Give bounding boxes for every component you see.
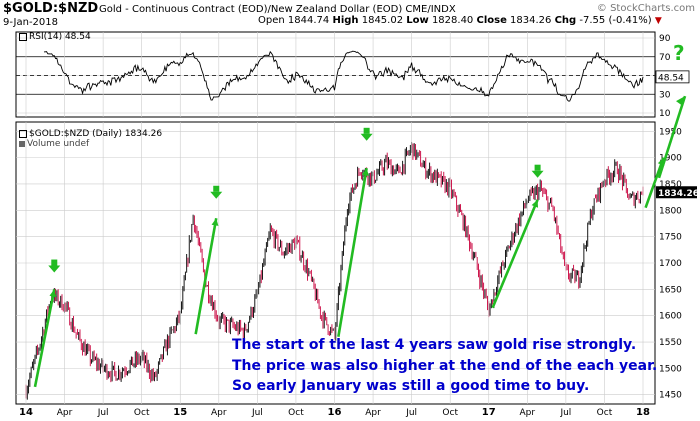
low-value: 1828.40 <box>431 15 474 26</box>
x-tick-label: Oct <box>134 408 150 418</box>
rsi-tick-label: 90 <box>659 34 671 44</box>
chg-value: -7.55 (-0.41%) <box>579 15 652 26</box>
down-marker-icon <box>360 133 373 141</box>
open-label: Open <box>258 15 285 26</box>
price-tick-label: 1600 <box>659 312 682 322</box>
watermark: © StockCharts.com <box>596 3 695 14</box>
chg-down-icon: ▼ <box>654 16 662 26</box>
x-tick-label: Jul <box>405 408 417 418</box>
price-tick-label: 1900 <box>659 154 682 164</box>
x-tick-label: Jul <box>559 408 571 418</box>
price-tick-label: 1950 <box>659 127 682 137</box>
price-tick-label: 1700 <box>659 259 682 269</box>
x-tick-label: Jul <box>97 408 109 418</box>
close-value: 1834.26 <box>510 15 552 26</box>
price-panel: 1950 1900 1850 1800 1750 1700 1650 1600 1550 1500… <box>15 121 699 405</box>
trend-arrow <box>33 289 56 388</box>
down-marker-icon <box>210 191 223 199</box>
annotation-line-3: So early January was still a good time t… <box>232 378 590 394</box>
down-marker-stem <box>213 185 220 192</box>
down-marker-stem <box>51 259 58 266</box>
x-tick-label: Oct <box>442 408 458 418</box>
annotation-line-2: The price was also higher at the end of … <box>232 357 658 374</box>
x-tick-label: Apr <box>365 408 381 418</box>
close-label: Close <box>476 15 507 26</box>
question-mark: ? <box>673 41 685 65</box>
x-tick-label: Apr <box>520 408 536 418</box>
volume-legend: Volume undef <box>19 139 89 149</box>
x-tick-label: Jul <box>251 408 263 418</box>
x-tick-label: 15 <box>173 407 187 418</box>
open-value: 1844.74 <box>287 15 330 26</box>
rsi-frame <box>15 31 656 118</box>
x-tick-label: 14 <box>19 407 33 418</box>
annotation-line-1: The start of the last 4 years saw gold r… <box>232 337 637 353</box>
chart-header: $GOLD:$NZD Gold - Continuous Contract (E… <box>0 0 700 30</box>
last-price-box <box>656 186 697 199</box>
price-tick-label: 1850 <box>659 180 682 190</box>
trend-arrow <box>491 199 539 309</box>
price-tick-label: 1750 <box>659 233 682 243</box>
x-tick-label: 18 <box>636 407 650 418</box>
price-tick-label: 1650 <box>659 285 682 295</box>
x-axis: 14 Apr Jul Oct 15 Apr Jul Oct 16 Apr Jul Oct 17 Apr Ju… <box>19 122 650 418</box>
rsi-legend-swatch <box>19 32 27 41</box>
trend-arrow <box>194 217 218 335</box>
price-tick-label: 1550 <box>659 338 682 348</box>
x-tick-label: Apr <box>57 408 73 418</box>
down-marker-stem <box>534 164 541 171</box>
trend-arrow-head <box>531 199 539 208</box>
down-marker-icon <box>531 170 544 178</box>
high-label: High <box>332 15 359 26</box>
x-tick-label: 17 <box>482 407 496 418</box>
x-tick-label: Oct <box>288 408 304 418</box>
trend-arrow-head <box>49 289 57 298</box>
rsi-value-label: 48.54 <box>658 73 684 83</box>
trend-arrow <box>337 167 368 337</box>
forecast-arrow <box>657 95 687 179</box>
rsi-tick-label: 10 <box>659 109 671 119</box>
price-tick-label: 1500 <box>659 364 682 374</box>
rsi-tick-label: 70 <box>659 53 671 63</box>
price-legend-swatch <box>19 129 27 138</box>
symbol-description: Gold - Continuous Contract (EOD)/New Zea… <box>99 4 456 15</box>
chart-date: 9-Jan-2018 <box>3 17 58 28</box>
high-value: 1845.02 <box>361 15 404 26</box>
trend-arrow-head <box>211 218 219 226</box>
low-label: Low <box>406 15 429 26</box>
down-marker-icon <box>48 265 61 273</box>
last-price-label: 1834.26 <box>658 189 699 199</box>
forecast-arrow-head <box>676 96 685 107</box>
price-legend: $GOLD:$NZD (Daily) 1834.26 <box>19 129 162 139</box>
price-tick-label: 1800 <box>659 206 682 216</box>
ohlc-readout: Open 1844.74 High 1845.02 Low 1828.40 Cl… <box>258 15 662 26</box>
x-tick-label: Apr <box>211 408 227 418</box>
trend-arrow-head <box>362 168 369 176</box>
price-tick-label: 1450 <box>659 391 682 401</box>
chg-label: Chg <box>554 15 577 26</box>
down-marker-stem <box>363 127 370 134</box>
rsi-legend: RSI(14) 48.54 <box>19 32 91 42</box>
symbol-title: $GOLD:$NZD <box>3 1 99 16</box>
rsi-value-box <box>655 70 690 84</box>
rsi-tick-label: 30 <box>659 90 671 100</box>
rsi-line <box>43 50 644 102</box>
arrows-layer: ? <box>33 41 687 388</box>
x-tick-label: Oct <box>597 408 613 418</box>
trend-arrow <box>644 157 665 209</box>
volume-bars-icon <box>19 140 25 147</box>
rsi-panel: 907050301048.54 <box>15 31 690 119</box>
x-tick-label: 16 <box>328 407 342 418</box>
annotation-text: The start of the last 4 years saw gold r… <box>232 335 657 397</box>
